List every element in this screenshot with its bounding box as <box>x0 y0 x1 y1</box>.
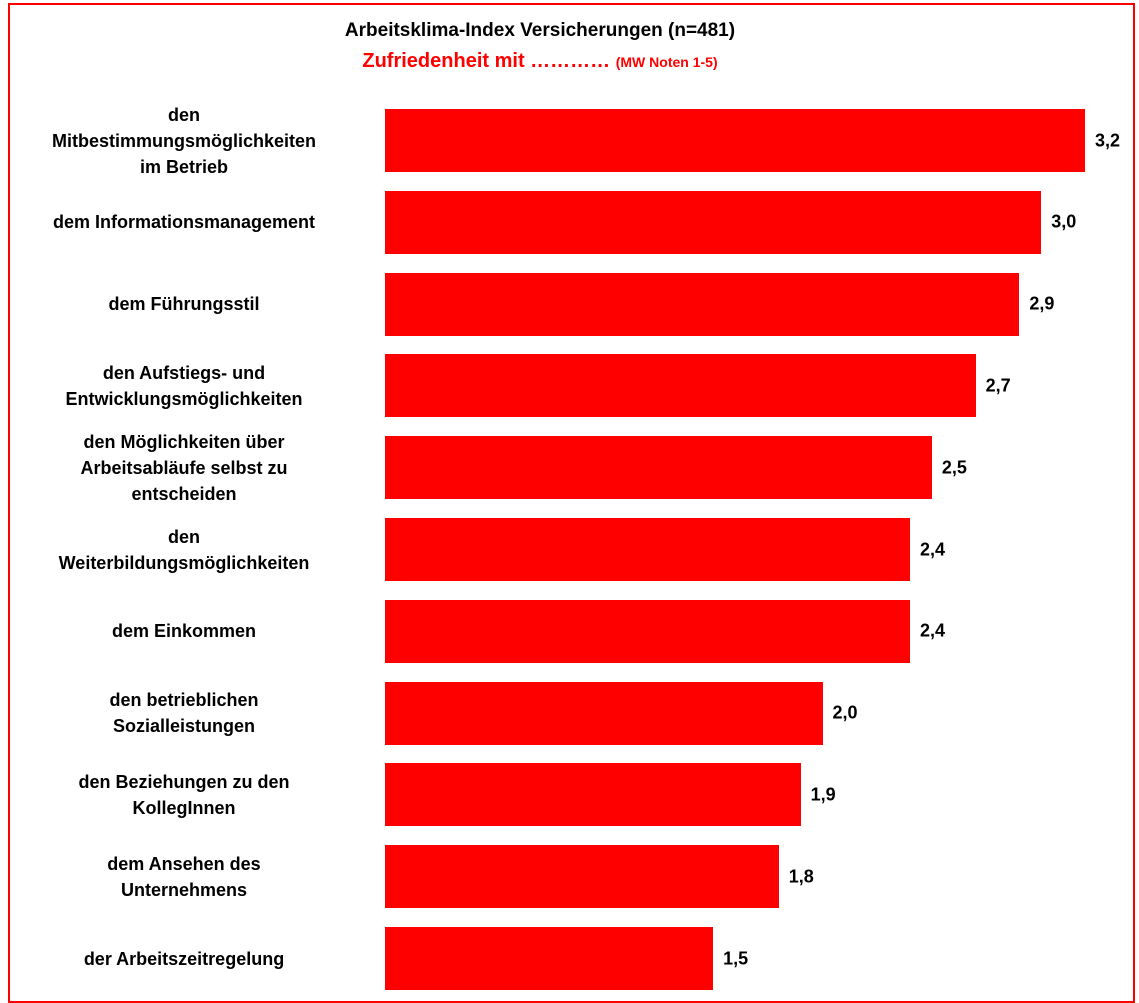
chart-title: Arbeitsklima-Index Versicherungen (n=481… <box>344 20 736 41</box>
category-label: den betrieblichen Sozialleistungen <box>109 690 259 737</box>
chart-subtitle: Zufriedenheit mit ………… <box>362 50 611 72</box>
category-label: der Arbeitszeitregelung <box>83 948 285 969</box>
value-label: 2,5 <box>941 457 967 478</box>
category-label: dem Einkommen <box>111 621 257 642</box>
value-label: 3,0 <box>1051 211 1077 232</box>
subtitle-note: (MW Noten 1-5) <box>615 54 718 70</box>
bar <box>385 681 823 745</box>
bar <box>385 927 714 990</box>
bar <box>385 845 779 909</box>
category-label: den Weiterbildungsmöglichkeiten <box>58 526 310 573</box>
bar <box>385 109 1085 172</box>
value-label: 3,2 <box>1095 130 1121 150</box>
value-label: 1,9 <box>810 784 836 805</box>
value-label: 1,5 <box>723 948 749 968</box>
category-label: dem Führungsstil <box>108 294 260 315</box>
bar <box>385 354 976 418</box>
bar <box>385 190 1042 254</box>
category-label: den Aufstiegs- und Entwicklungsmöglichke… <box>65 362 303 409</box>
value-label: 2,7 <box>985 375 1011 396</box>
chart-subtitle-line: Zufriedenheit mit ………… (MW Noten 1-5) <box>0 50 1080 73</box>
bar <box>385 436 932 500</box>
category-label: dem Informationsmanagement <box>52 212 316 233</box>
value-label: 2,0 <box>832 702 858 723</box>
category-label: den Möglichkeiten über Arbeitsabläufe se… <box>80 431 288 504</box>
value-label: 2,4 <box>920 539 946 559</box>
category-label: den Mitbestimmungsmöglichkeiten im Betri… <box>51 104 317 177</box>
value-label: 1,8 <box>788 866 814 887</box>
value-label: 2,9 <box>1029 293 1055 314</box>
bar <box>385 599 910 663</box>
category-label: dem Ansehen des Unternehmens <box>107 853 261 900</box>
bar <box>385 518 910 581</box>
category-label: den Beziehungen zu den KollegInnen <box>78 771 290 818</box>
value-label: 2,4 <box>920 620 946 641</box>
bar <box>385 272 1020 336</box>
bar <box>385 763 801 827</box>
